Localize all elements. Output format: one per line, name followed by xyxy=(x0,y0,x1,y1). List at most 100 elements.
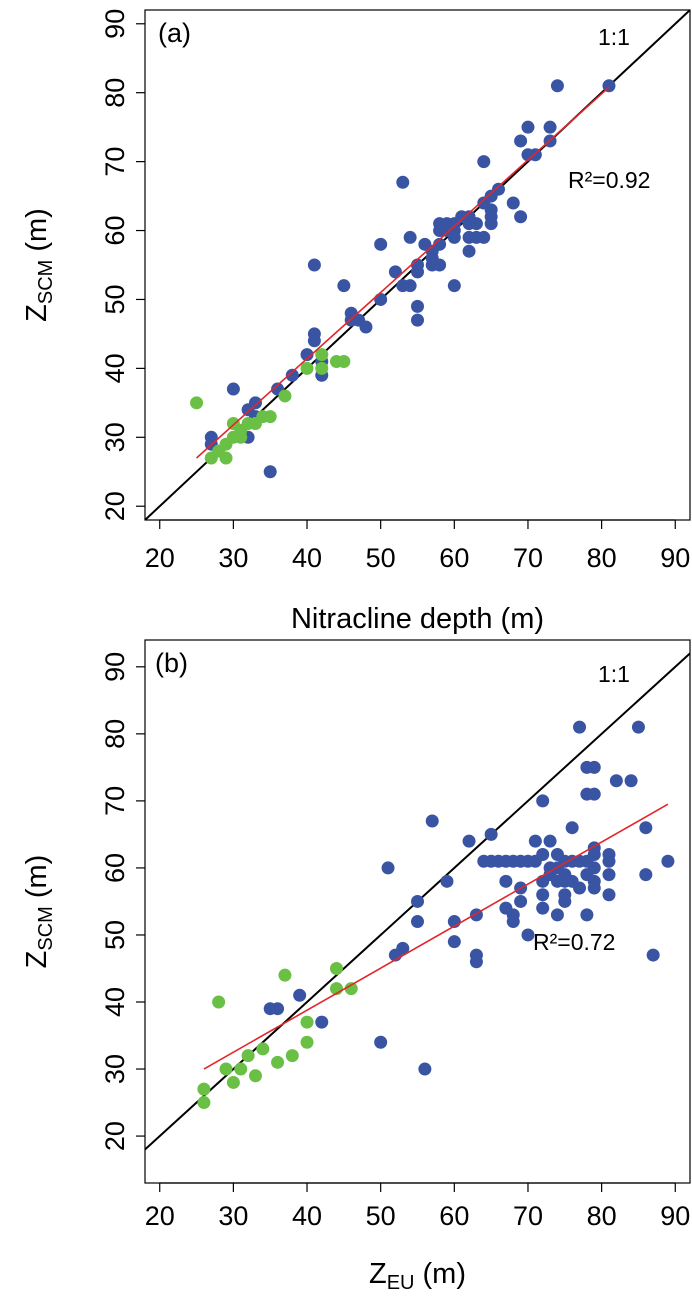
data-point xyxy=(396,175,410,189)
y-tick-label: 40 xyxy=(100,353,130,383)
label-unit: (m) xyxy=(423,1258,466,1290)
x-axis-label: Nitracline depth (m) xyxy=(291,603,544,635)
x-tick-label: 20 xyxy=(145,1201,175,1231)
data-point xyxy=(587,881,601,895)
data-point xyxy=(315,348,329,362)
y-tick-label: 80 xyxy=(100,78,130,108)
data-point xyxy=(528,834,542,848)
data-point xyxy=(388,265,402,279)
x-tick-label: 90 xyxy=(660,1201,690,1231)
y-tick-label: 30 xyxy=(100,422,130,452)
annotation: R²=0.92 xyxy=(568,167,650,193)
y-tick-label: 80 xyxy=(100,719,130,749)
data-point xyxy=(433,237,447,251)
data-point xyxy=(521,120,535,134)
data-point xyxy=(285,1049,299,1063)
data-point xyxy=(381,861,395,875)
data-point xyxy=(329,961,343,975)
data-point xyxy=(661,854,675,868)
data-point xyxy=(315,1015,329,1029)
data-point xyxy=(609,774,623,788)
x-tick-label: 20 xyxy=(145,543,175,573)
data-point xyxy=(256,1042,270,1056)
data-point xyxy=(580,908,594,922)
data-point xyxy=(374,1035,388,1049)
plot-box xyxy=(144,639,691,1184)
data-point xyxy=(293,988,307,1002)
data-point xyxy=(550,908,564,922)
data-point xyxy=(484,203,498,217)
data-point xyxy=(411,313,424,327)
data-point xyxy=(411,299,424,313)
data-point xyxy=(307,334,321,348)
data-point xyxy=(411,894,424,908)
reference-label: 1:1 xyxy=(598,661,630,687)
x-tick-label: 50 xyxy=(366,1201,396,1231)
data-point xyxy=(506,196,520,210)
data-point xyxy=(226,1075,240,1089)
data-point xyxy=(271,1002,285,1016)
data-point xyxy=(639,821,653,835)
data-point xyxy=(307,258,321,272)
data-point xyxy=(300,348,314,362)
data-point xyxy=(631,720,645,734)
data-point xyxy=(271,1055,285,1069)
data-point xyxy=(587,848,601,862)
data-point xyxy=(514,894,528,908)
data-point xyxy=(411,265,424,279)
data-point xyxy=(521,928,535,942)
label-unit: (m) xyxy=(21,208,53,251)
data-point xyxy=(514,134,528,148)
x-tick-label: 70 xyxy=(513,543,543,573)
data-point xyxy=(278,389,292,403)
x-tick-label: 50 xyxy=(366,543,396,573)
data-point xyxy=(639,868,653,882)
y-tick-label: 50 xyxy=(100,920,130,950)
y-tick-label: 60 xyxy=(100,853,130,883)
x-tick-label: 60 xyxy=(439,543,469,573)
data-point xyxy=(300,361,314,375)
data-point xyxy=(212,995,226,1009)
data-point xyxy=(573,720,587,734)
data-point xyxy=(587,787,601,801)
data-point xyxy=(197,1082,211,1096)
panel-label: (b) xyxy=(155,648,188,678)
fit-line xyxy=(196,86,610,459)
y-axis-label: ZSCM (m) xyxy=(21,855,57,969)
y-tick-label: 50 xyxy=(100,284,130,314)
x-tick-label: 70 xyxy=(513,1201,543,1231)
data-point xyxy=(344,982,358,996)
data-point xyxy=(499,874,513,888)
x-tick-label: 80 xyxy=(587,543,617,573)
data-point xyxy=(359,320,373,334)
y-axis-label: ZSCM (m) xyxy=(21,208,57,322)
data-point xyxy=(602,868,616,882)
data-point xyxy=(536,901,550,915)
y-tick-label: 70 xyxy=(100,147,130,177)
data-point xyxy=(418,1062,432,1076)
data-point xyxy=(477,230,491,244)
data-point xyxy=(550,848,564,862)
data-point xyxy=(219,451,233,465)
x-tick-label: 40 xyxy=(292,543,322,573)
label-main: Z xyxy=(21,951,53,969)
data-point xyxy=(425,814,439,828)
panel-label: (a) xyxy=(158,18,191,48)
data-point xyxy=(241,1049,255,1063)
data-point xyxy=(374,237,388,251)
data-point xyxy=(587,760,601,774)
data-point xyxy=(411,915,424,929)
data-point xyxy=(197,1096,211,1110)
data-point xyxy=(300,1035,314,1049)
data-point xyxy=(646,948,660,962)
data-point xyxy=(447,230,461,244)
y-tick-label: 70 xyxy=(100,786,130,816)
data-point xyxy=(447,279,461,293)
label-sub: SCM xyxy=(35,260,57,304)
data-point xyxy=(587,861,601,875)
data-point xyxy=(506,908,520,922)
data-point xyxy=(190,396,204,410)
data-point xyxy=(447,935,461,949)
